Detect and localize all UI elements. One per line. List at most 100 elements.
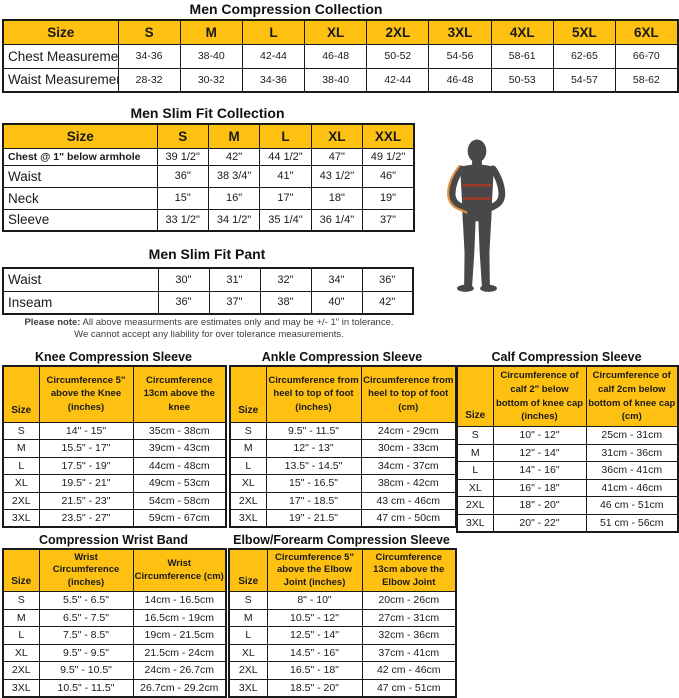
cell-value: 19" - 21.5" — [265, 509, 362, 528]
cell-value: 34 1/2" — [207, 208, 261, 232]
cell-value: 49cm - 53cm — [132, 474, 227, 493]
cell-value: 37cm - 41cm — [361, 643, 457, 663]
header-row: Size Wrist Circumference (inches) Wrist Ci… — [2, 548, 227, 593]
column-header: Circumference 13cm above the Elbow Joint — [361, 548, 457, 593]
cell-value: 42" — [361, 290, 414, 315]
column-header: Circumference from heel to top of foot (… — [265, 365, 362, 423]
cell-value: 16" — [207, 186, 261, 210]
cell-value: 15" - 16.5" — [265, 474, 362, 493]
cell-value: 42 cm - 46cm — [361, 661, 457, 680]
column-header: S — [156, 123, 209, 149]
table-row: 2XL 21.5" - 23" 54cm - 58cm — [2, 491, 227, 510]
cell-value: 32" — [259, 267, 312, 292]
figure-right-leg — [478, 219, 492, 287]
cell-value: 23.5" - 27" — [38, 509, 134, 528]
row-label: Chest Measurement — [2, 43, 119, 69]
column-header: 3XL — [428, 19, 492, 45]
ankle-sleeve-title: Ankle Compression Sleeve — [261, 350, 423, 364]
ankle-sleeve-section: Ankle Compression Sleeve Size Circumferen… — [229, 350, 457, 528]
row-label: 2XL — [229, 491, 267, 510]
chest-measurement-line — [462, 183, 492, 187]
header-row: Size S M L XL 2XL 3XL 4XL 5XL 6XL — [2, 19, 679, 45]
cell-value: 43 cm - 46cm — [360, 491, 457, 510]
cell-value: 17" — [259, 186, 312, 210]
cell-value: 46-48 — [428, 67, 492, 93]
compression-collection-section: Men Compression Collection Size S M L XL 2XL 3… — [2, 1, 679, 93]
wrist-band-title: Compression Wrist Band — [38, 533, 189, 547]
calf-sleeve-title: Calf Compression Sleeve — [491, 350, 642, 364]
table-row: XL 9.5" - 9.5" 21.5cm - 24cm — [2, 643, 227, 663]
column-header: XXL — [362, 123, 415, 149]
row-label: M — [2, 439, 40, 458]
cell-value: 47" — [310, 147, 364, 166]
row-label: 3XL — [456, 513, 494, 533]
cell-value: 10.5" - 12" — [266, 608, 363, 628]
row-label: L — [456, 461, 494, 480]
row-label: Waist — [2, 267, 159, 292]
cell-value: 9.5" - 9.5" — [38, 643, 134, 663]
table-row: S 9.5" - 11.5" 24cm - 29cm — [229, 421, 457, 440]
row-label: S — [229, 421, 267, 440]
row-label: Waist — [2, 164, 158, 188]
row-label: Chest @ 1" below armhole — [2, 147, 158, 166]
column-header: Size — [2, 123, 158, 149]
cell-value: 28-32 — [117, 67, 181, 93]
cell-value: 14.5" - 16" — [266, 643, 363, 663]
table-row: Chest Measurement 34-36 38-40 42-44 46-48 50-… — [2, 43, 679, 69]
column-header: Wrist Circumference (cm) — [132, 548, 227, 593]
cell-value: 44 1/2" — [259, 147, 312, 166]
table-row: M 15.5" - 17" 39cm - 43cm — [2, 439, 227, 458]
figure-neck — [472, 159, 482, 167]
cell-value: 19cm - 21.5cm — [132, 626, 227, 645]
cell-value: 13.5" - 14.5" — [265, 456, 362, 475]
wrist-band-section: Compression Wrist Band Size Wrist Circumf… — [2, 533, 227, 698]
knee-sleeve-section: Knee Compression Sleeve Size Circumferenc… — [2, 350, 227, 528]
cell-value: 19" — [362, 186, 415, 210]
column-header: Circumference 13cm above the knee — [132, 365, 227, 423]
wrist-band-table: Size Wrist Circumference (inches) Wrist Ci… — [2, 548, 227, 698]
note-line1: All above measurments are estimates only… — [80, 317, 394, 328]
cell-value: 38-40 — [304, 67, 368, 93]
cell-value: 15.5" - 17" — [38, 439, 134, 458]
table-row: S 8" - 10" 20cm - 26cm — [228, 591, 457, 610]
knee-sleeve-table: Size Circumference 5" above the Knee (inc… — [2, 365, 227, 528]
cell-value: 66-70 — [614, 43, 679, 69]
row-label: Sleeve — [2, 208, 158, 232]
row-label: Waist Measurement — [2, 67, 119, 93]
column-header: Circumference from heel to top of foot (… — [360, 365, 457, 423]
row-label: L — [228, 626, 268, 645]
cell-value: 16" - 18" — [492, 478, 587, 498]
table-row: 2XL 18" - 20" 46 cm - 51cm — [456, 496, 679, 515]
cell-value: 38" — [259, 290, 312, 315]
row-label: 3XL — [2, 678, 40, 698]
cell-value: 27cm - 31cm — [361, 608, 457, 628]
ankle-sleeve-table: Size Circumference from heel to top of fo… — [229, 365, 457, 528]
cell-value: 59cm - 67cm — [132, 509, 227, 528]
slim-fit-collection-section: Men Slim Fit Collection Size S M L XL XXL Ches… — [2, 105, 415, 232]
row-label: XL — [456, 478, 494, 498]
cell-value: 58-62 — [614, 67, 679, 93]
row-label: S — [456, 426, 494, 445]
row-label: 3XL — [229, 509, 267, 528]
column-header: Size — [2, 19, 119, 45]
header-row: Size Circumference of calf 2" below botto… — [456, 365, 679, 428]
header-row: Size S M L XL XXL — [2, 123, 415, 149]
cell-value: 42-44 — [241, 43, 306, 69]
cell-value: 17.5" - 19" — [38, 456, 134, 475]
cell-value: 62-65 — [552, 43, 617, 69]
cell-value: 31cm - 36cm — [585, 443, 679, 463]
cell-value: 25cm - 31cm — [585, 426, 679, 445]
cell-value: 18.5" - 20" — [266, 678, 363, 698]
cell-value: 35 1/4" — [259, 208, 312, 232]
header-row: Size Circumference 5" above the Elbow Joi… — [228, 548, 457, 593]
column-header: XL — [310, 123, 364, 149]
note-label: Please note: — [24, 317, 81, 328]
row-label: XL — [2, 474, 40, 493]
cell-value: 41cm - 46cm — [585, 478, 679, 498]
calf-sleeve-section: Calf Compression Sleeve Size Circumferenc… — [456, 350, 679, 533]
compression-collection-title: Men Compression Collection — [189, 1, 383, 17]
column-header: Size — [2, 365, 40, 423]
table-row: L 13.5" - 14.5" 34cm - 37cm — [229, 456, 457, 475]
column-header: L — [259, 123, 312, 149]
cell-value: 21.5cm - 24cm — [132, 643, 227, 663]
